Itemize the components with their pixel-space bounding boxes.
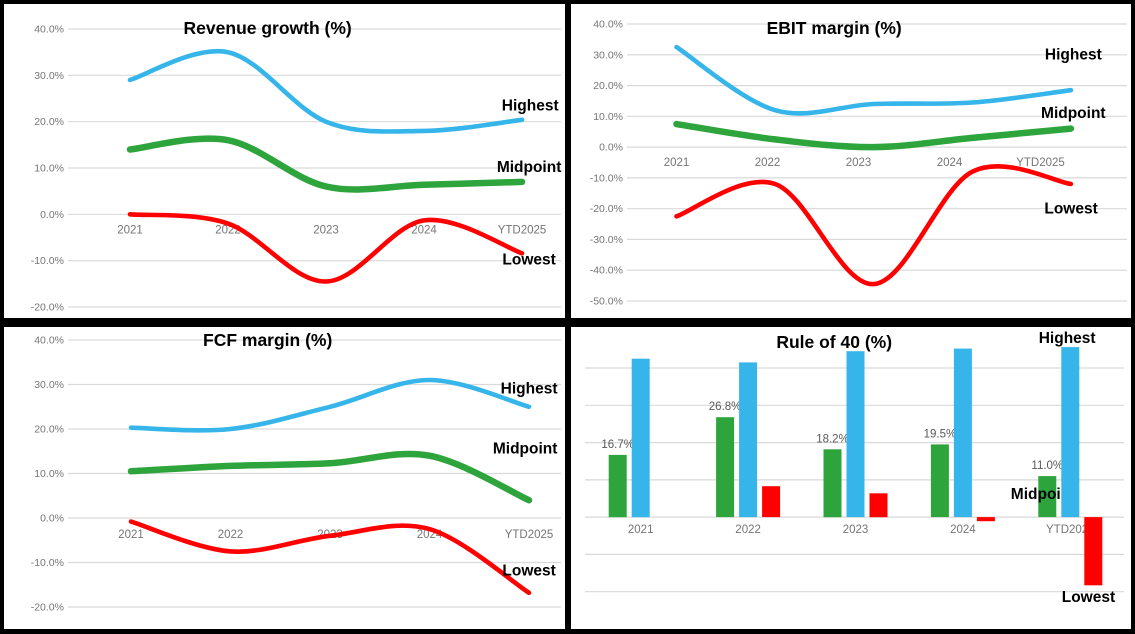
y-tick-label: 20.0% xyxy=(34,424,64,436)
line-highest xyxy=(128,377,532,433)
bar-highest xyxy=(739,362,758,518)
y-tick-label: 30.0% xyxy=(593,49,623,61)
y-tick-label: -50.0% xyxy=(590,296,623,308)
bar-lowest xyxy=(976,517,995,522)
panel-revenue-growth: -20.0% -10.0% 0.0% 10.0% 20.0% 30.0% 40.0% 2021… xyxy=(4,4,565,318)
bar-lowest xyxy=(1084,517,1103,586)
rule-of-40-chart: 2021 2022 2023 2024 YTD2025 16.7% 26.8% 18.2% 19… xyxy=(585,330,1124,606)
y-tick-label: -20.0% xyxy=(590,203,623,215)
x-tick-label: YTD2025 xyxy=(1046,524,1095,536)
line-highest xyxy=(127,48,525,134)
y-tick-label: -10.0% xyxy=(31,557,64,569)
x-tick-label: YTD2025 xyxy=(498,224,547,236)
series-label-midpoint: Midpoint xyxy=(497,159,562,176)
bar-highest xyxy=(846,351,865,518)
y-tick-label: 0.0% xyxy=(599,142,623,154)
y-tick-label: -10.0% xyxy=(590,172,623,184)
x-tick-label: 2024 xyxy=(937,157,963,169)
y-tick-label: 30.0% xyxy=(34,379,64,391)
series-label-highest: Highest xyxy=(502,98,559,115)
series-label-midpoint: Midpoint xyxy=(1041,105,1106,122)
series-label-highest: Highest xyxy=(1045,46,1102,63)
bar-value-label: 18.2% xyxy=(816,433,849,445)
bar-midpoint xyxy=(823,449,842,518)
bar-value-label: 16.7% xyxy=(601,439,634,451)
bar-midpoint xyxy=(1038,476,1057,518)
series-label-lowest: Lowest xyxy=(502,563,555,580)
x-tick-label: 2021 xyxy=(118,529,144,541)
x-tick-label: YTD2025 xyxy=(1016,157,1065,169)
x-tick-label: 2021 xyxy=(628,524,654,536)
bar-lowest xyxy=(762,486,781,518)
series-label-midpoint: Midpoint xyxy=(493,440,558,457)
x-tick-label: 2022 xyxy=(218,529,244,541)
fcf-margin-chart: -20.0% -10.0% 0.0% 10.0% 20.0% 30.0% 40.0% 2021… xyxy=(31,330,561,614)
y-tick-label: 40.0% xyxy=(593,19,623,31)
chart-title: FCF margin (%) xyxy=(203,330,332,350)
y-tick-label: -20.0% xyxy=(31,602,64,614)
x-tick-label: 2023 xyxy=(846,157,872,169)
line-midpoint xyxy=(673,120,1075,151)
panel-fcf-margin: -20.0% -10.0% 0.0% 10.0% 20.0% 30.0% 40.0% 2021… xyxy=(4,327,565,629)
panel-ebit-margin: -50.0% -40.0% -30.0% -20.0% -10.0% 0.0% 10.0% 2… xyxy=(571,4,1131,318)
bar-value-label: 11.0% xyxy=(1031,460,1063,472)
bar-midpoint xyxy=(716,417,735,518)
y-tick-label: 20.0% xyxy=(593,80,623,92)
line-lowest xyxy=(127,212,525,284)
line-midpoint xyxy=(126,135,526,193)
y-tick-label: 0.0% xyxy=(40,513,64,525)
bar-midpoint xyxy=(930,444,949,518)
line-lowest xyxy=(674,164,1074,287)
series-label-highest: Highest xyxy=(501,381,558,398)
y-tick-label: 10.0% xyxy=(34,163,64,175)
bar-value-label: 19.5% xyxy=(924,428,957,440)
chart-title: Rule of 40 (%) xyxy=(776,332,892,352)
series-label-highest: Highest xyxy=(1039,330,1096,347)
bar-lowest xyxy=(869,493,888,518)
x-tick-label: 2024 xyxy=(950,524,976,536)
x-tick-label: 2023 xyxy=(843,524,869,536)
series-label-lowest: Lowest xyxy=(1044,201,1097,218)
line-lowest xyxy=(128,519,532,596)
series-label-midpoint: Midpoint xyxy=(1011,486,1076,503)
dashboard-grid: -20.0% -10.0% 0.0% 10.0% 20.0% 30.0% 40.0% 2021… xyxy=(4,4,1131,629)
ebit-margin-chart: -50.0% -40.0% -30.0% -20.0% -10.0% 0.0% 10.0% 2… xyxy=(590,18,1127,308)
bar-midpoint xyxy=(608,454,627,518)
y-tick-label: 0.0% xyxy=(40,209,64,221)
chart-title: EBIT margin (%) xyxy=(767,18,902,38)
series-label-lowest: Lowest xyxy=(502,251,555,268)
revenue-growth-chart: -20.0% -10.0% 0.0% 10.0% 20.0% 30.0% 40.0% 2021… xyxy=(31,18,562,314)
x-tick-label: 2022 xyxy=(755,157,781,169)
y-tick-label: -10.0% xyxy=(31,255,64,267)
y-tick-label: 20.0% xyxy=(34,116,64,128)
y-tick-label: 30.0% xyxy=(34,70,64,82)
x-tick-label: 2021 xyxy=(664,157,690,169)
bar-highest xyxy=(631,358,650,518)
x-tick-label: 2023 xyxy=(313,224,339,236)
panel-rule-of-40: 2021 2022 2023 2024 YTD2025 16.7% 26.8% 18.2% 19… xyxy=(571,327,1131,629)
line-highest xyxy=(674,44,1074,116)
x-tick-label: 2024 xyxy=(411,224,437,236)
y-tick-label: -30.0% xyxy=(590,234,623,246)
y-tick-label: 40.0% xyxy=(34,335,64,347)
y-tick-label: -20.0% xyxy=(31,302,64,314)
line-midpoint xyxy=(127,450,533,504)
bar-value-label: 26.8% xyxy=(709,401,742,413)
chart-title: Revenue growth (%) xyxy=(184,18,352,38)
x-tick-label: YTD2025 xyxy=(505,529,554,541)
y-tick-label: 40.0% xyxy=(34,24,64,36)
bar-highest xyxy=(1061,347,1080,518)
x-tick-label: 2022 xyxy=(735,524,761,536)
series-label-lowest: Lowest xyxy=(1062,589,1115,606)
y-tick-label: 10.0% xyxy=(34,468,64,480)
x-tick-label: 2021 xyxy=(117,224,143,236)
bar-highest xyxy=(953,348,972,518)
y-tick-label: 10.0% xyxy=(593,111,623,123)
y-tick-label: -40.0% xyxy=(590,265,623,277)
